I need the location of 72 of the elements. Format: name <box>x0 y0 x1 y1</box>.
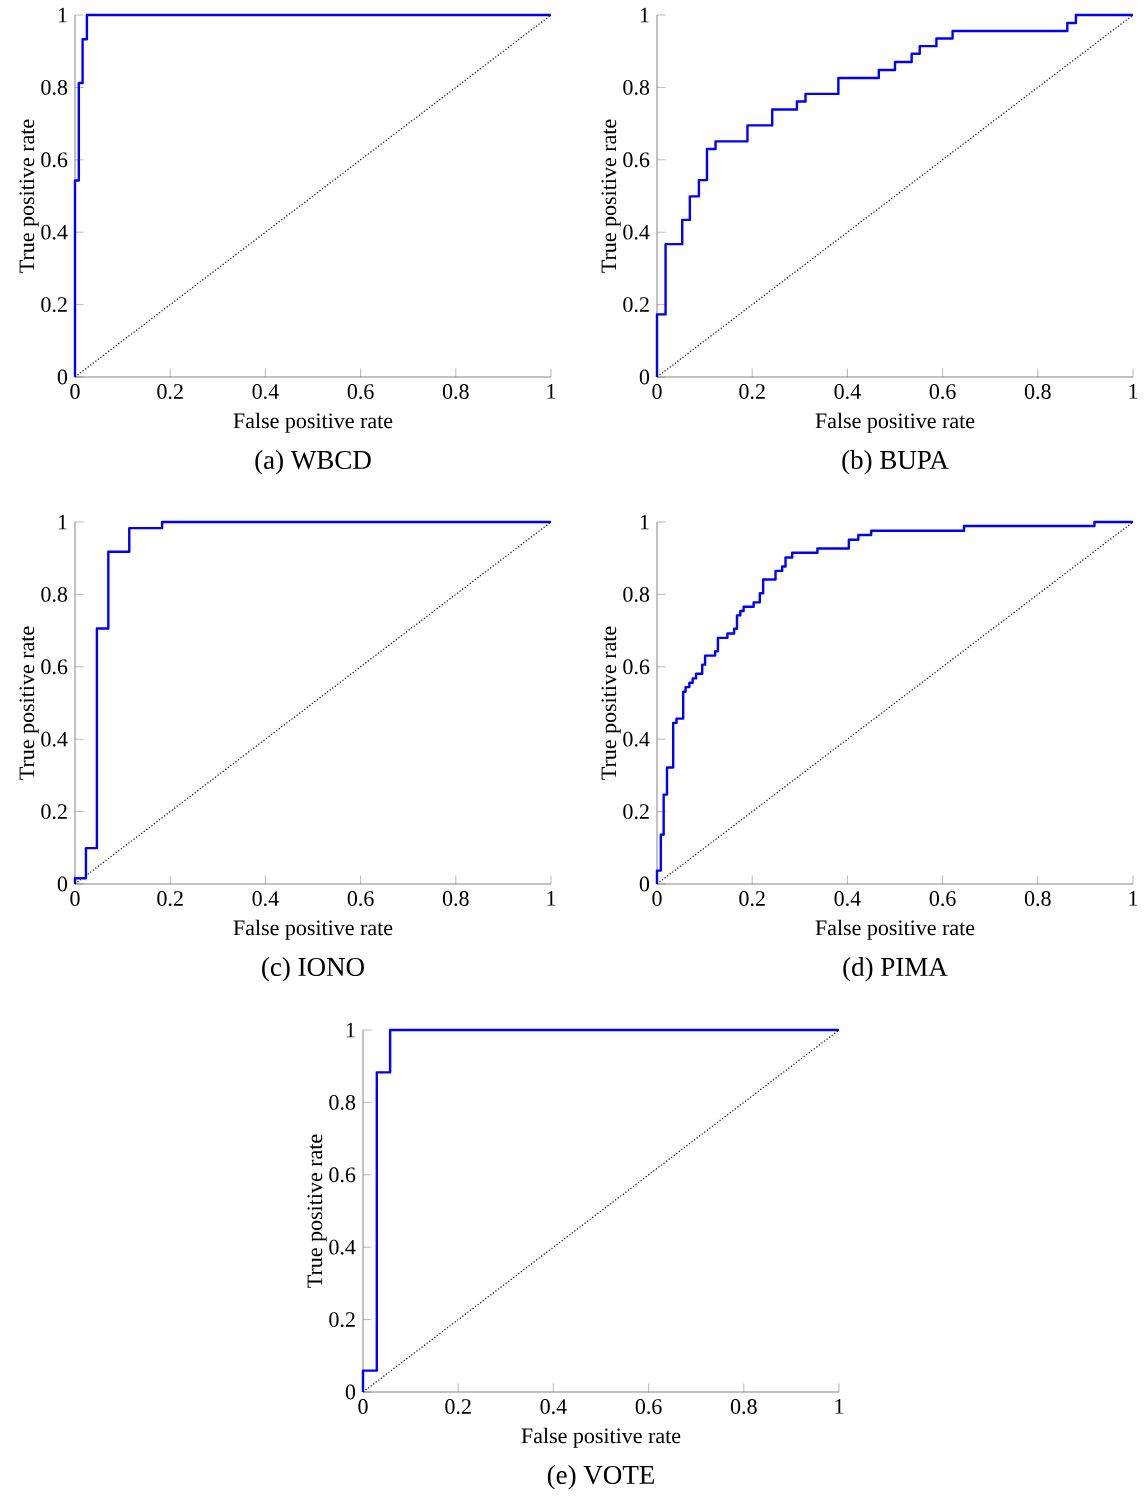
x-tick-label: 0.2 <box>445 1399 471 1415</box>
y-tick-label: 0.6 <box>41 152 68 168</box>
y-tick-label: 0.4 <box>41 224 68 240</box>
y-tick-label: 0 <box>57 369 68 385</box>
y-axis-title: True positive rate <box>601 119 621 273</box>
x-tick-label: 0.2 <box>157 384 183 400</box>
text: (a) WBCD <box>255 450 371 475</box>
y-tick-label: 0.2 <box>329 1312 355 1328</box>
x-tick-label: 0.2 <box>739 891 765 907</box>
y-tick-label: 0 <box>57 876 68 892</box>
x-axis-title: False positive rate <box>815 919 975 940</box>
x-tick-label: 1 <box>547 891 556 906</box>
y-tick-label: 0.6 <box>41 659 68 675</box>
x-tick-label: 1 <box>547 384 556 399</box>
y-tick-label: 0 <box>639 876 650 892</box>
y-tick-label: 0.4 <box>623 224 650 240</box>
x-axis-title: False positive rate <box>815 412 975 433</box>
x-tick-label: 0.4 <box>834 891 861 907</box>
x-tick-label: 0 <box>652 891 662 906</box>
x-tick-label: 0.4 <box>252 891 279 907</box>
y-tick-label: 0 <box>639 369 650 385</box>
y-tick-label: 0.2 <box>41 804 67 820</box>
x-axis-title: False positive rate <box>521 1427 681 1448</box>
x-tick-label: 0.2 <box>739 384 765 400</box>
text: (d) PIMA <box>843 957 948 982</box>
y-tick-label: 0.8 <box>623 586 650 602</box>
y-axis-title: True positive rate <box>307 1134 327 1288</box>
x-tick-label: 1 <box>1129 384 1138 399</box>
x-tick-label: 0.8 <box>442 891 469 907</box>
x-tick-label: 1 <box>1129 891 1138 906</box>
x-tick-label: 1 <box>835 1399 844 1414</box>
x-tick-label: 0.6 <box>929 384 956 400</box>
x-tick-label: 0 <box>358 1399 368 1414</box>
y-tick-label: 1 <box>640 7 649 23</box>
x-tick-label: 0 <box>70 891 80 906</box>
y-tick-label: 0.6 <box>329 1167 356 1183</box>
y-tick-label: 0.8 <box>329 1094 356 1110</box>
text: (c) IONO <box>262 957 364 982</box>
text: (b) BUPA <box>842 450 949 475</box>
x-tick-label: 0.8 <box>1024 891 1051 907</box>
y-tick-label: 0.4 <box>329 1239 356 1255</box>
x-tick-label: 0.8 <box>730 1399 757 1415</box>
x-tick-label: 0 <box>652 384 662 399</box>
y-tick-label: 0.2 <box>623 297 649 313</box>
y-tick-label: 1 <box>58 7 67 23</box>
x-axis-title: False positive rate <box>233 412 393 433</box>
x-tick-label: 0.4 <box>834 384 861 400</box>
y-tick-label: 0.8 <box>41 79 68 95</box>
x-tick-label: 0.4 <box>252 384 279 400</box>
y-tick-label: 1 <box>58 514 67 530</box>
y-tick-label: 0.8 <box>623 79 650 95</box>
x-tick-label: 0.8 <box>1024 384 1051 400</box>
y-tick-label: 0.4 <box>41 731 68 747</box>
x-axis-title: False positive rate <box>233 919 393 940</box>
y-axis-title: True positive rate <box>601 626 621 780</box>
x-tick-label: 0.4 <box>540 1399 567 1415</box>
y-tick-label: 1 <box>640 514 649 530</box>
x-tick-label: 0.2 <box>157 891 183 907</box>
y-tick-label: 0.2 <box>623 804 649 820</box>
x-tick-label: 0.6 <box>929 891 956 907</box>
x-tick-label: 0 <box>70 384 80 399</box>
x-tick-label: 0.8 <box>442 384 469 400</box>
y-tick-label: 0.8 <box>41 586 68 602</box>
y-tick-label: 0.6 <box>623 659 650 675</box>
y-tick-label: 1 <box>346 1022 355 1038</box>
y-tick-label: 0.4 <box>623 731 650 747</box>
y-tick-label: 0.2 <box>41 297 67 313</box>
y-tick-label: 0 <box>345 1384 356 1400</box>
y-axis-title: True positive rate <box>19 626 39 780</box>
y-tick-label: 0.6 <box>623 152 650 168</box>
y-axis-title: True positive rate <box>19 119 39 273</box>
text: (e) VOTE <box>547 1465 654 1490</box>
